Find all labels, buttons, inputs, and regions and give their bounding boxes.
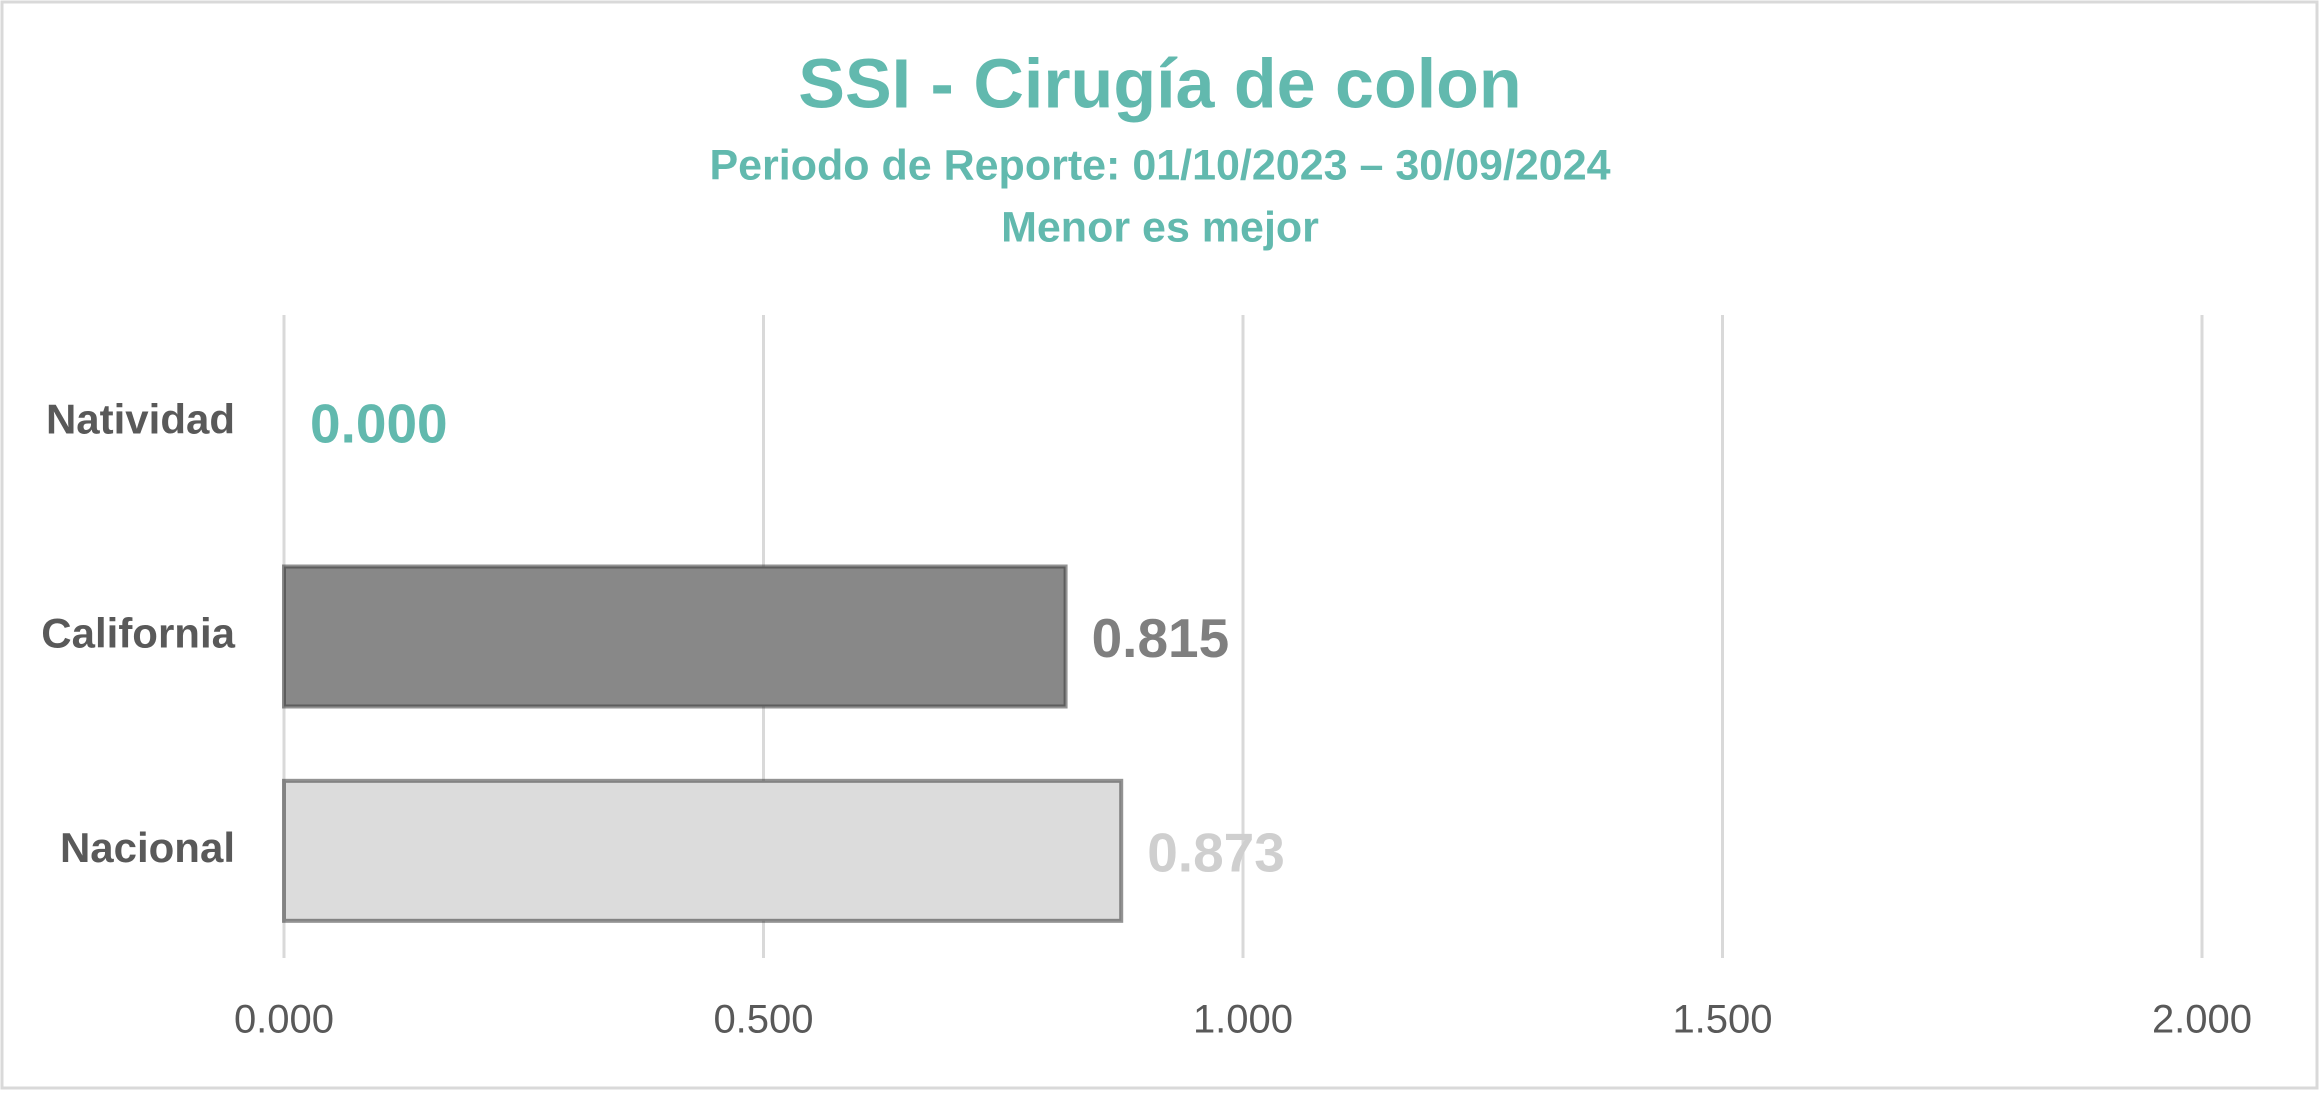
bar bbox=[282, 778, 1124, 923]
x-tick-label: 1.500 bbox=[1672, 998, 1772, 1042]
y-tick-label: Natividad bbox=[46, 395, 235, 442]
chart-subtitle: Periodo de Reporte: 01/10/2023 – 30/09/2… bbox=[709, 141, 1610, 189]
value-label: 0.873 bbox=[1147, 821, 1285, 883]
x-tick-label: 0.000 bbox=[234, 998, 334, 1042]
chart-note: Menor es mejor bbox=[1001, 203, 1319, 251]
bar bbox=[282, 564, 1068, 709]
chart-title: SSI - Cirugía de colon bbox=[798, 44, 1521, 122]
x-tick-label: 1.000 bbox=[1193, 998, 1293, 1042]
y-tick-label: Nacional bbox=[60, 824, 235, 871]
x-tick-label: 2.000 bbox=[2152, 998, 2252, 1042]
value-label: 0.815 bbox=[1092, 607, 1230, 669]
value-label: 0.000 bbox=[310, 393, 448, 455]
x-tick-label: 0.500 bbox=[713, 998, 813, 1042]
y-tick-label: California bbox=[41, 610, 235, 657]
